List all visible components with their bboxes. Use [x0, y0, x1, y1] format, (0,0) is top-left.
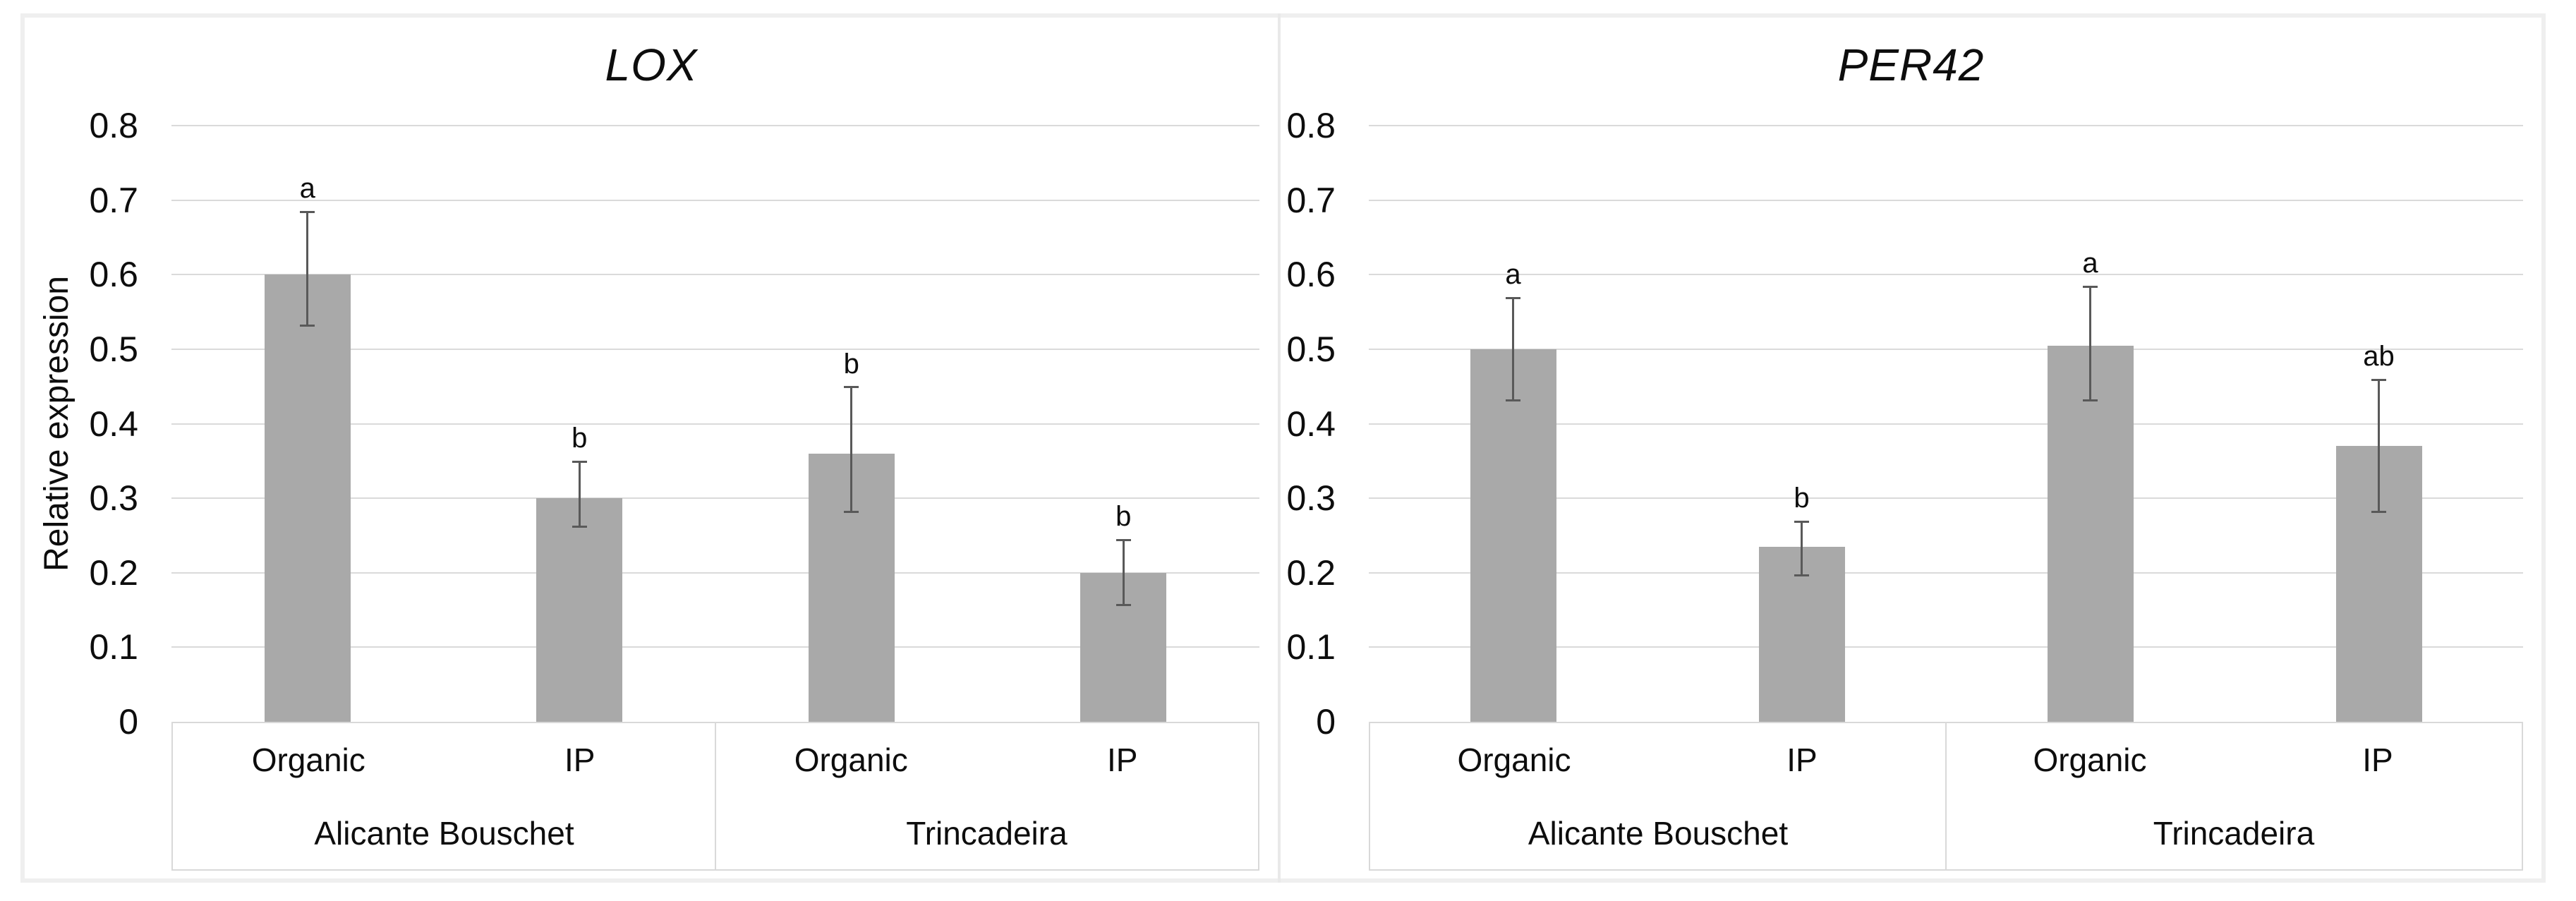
y-axis-title-column: Relative expression: [25, 126, 88, 871]
category-label: IP: [1786, 742, 1818, 778]
chart-title: LOX: [605, 40, 698, 90]
y-tick-label: 0.6: [89, 255, 138, 295]
y-tick-label: 0.8: [1286, 106, 1336, 145]
significance-letter: b: [572, 423, 588, 454]
gridline: [1369, 646, 2523, 648]
error-bar: [2371, 379, 2386, 513]
category-label: IP: [564, 742, 595, 778]
gridline: [1369, 497, 2523, 500]
y-tick-label: 0: [119, 702, 138, 742]
group-divider: [715, 723, 716, 869]
gridline: [171, 646, 1259, 648]
category-label: Organic: [794, 742, 908, 778]
plot-row: 0.8 0.7 0.6 0.5 0.4 0.3 0.2 0.1 0 a b a ab Organic IP O…: [1281, 106, 2541, 871]
significance-letter: ab: [2363, 341, 2395, 372]
y-axis-title-wrap: Relative expression: [25, 126, 88, 722]
chart-title: PER42: [1837, 40, 1985, 90]
significance-letter: b: [1794, 483, 1810, 514]
gridline: [171, 423, 1259, 425]
y-axis-tick-column: 0.8 0.7 0.6 0.5 0.4 0.3 0.2 0.1 0: [1281, 106, 1369, 871]
y-tick-label: 0.5: [89, 329, 138, 369]
gridline: [1369, 274, 2523, 276]
group-label: Alicante Bouschet: [314, 814, 574, 852]
gridline: [1369, 572, 2523, 574]
y-tick-label: 0.2: [89, 552, 138, 593]
group-label: Trincadeira: [2153, 814, 2315, 852]
y-tick-label: 0.4: [89, 404, 138, 444]
category-row: Organic IP Organic IP: [1370, 723, 2522, 797]
y-tick-label: 0.3: [89, 478, 138, 519]
error-bar: [300, 211, 315, 327]
bar: [264, 274, 351, 722]
group-row: Alicante Bouschet Trincadeira: [1370, 797, 2522, 869]
significance-letter: b: [843, 349, 859, 380]
bar: [536, 498, 623, 722]
category-label: Organic: [2033, 742, 2147, 778]
category-row: Organic IP Organic IP: [173, 723, 1258, 797]
y-tick-label: 0.2: [1286, 552, 1336, 593]
bar: [1470, 349, 1556, 722]
y-tick-label: 0.5: [1286, 329, 1336, 369]
error-bar: [572, 461, 587, 528]
y-axis-title: Relative expression: [37, 276, 75, 572]
gridline: [1369, 199, 2523, 201]
category-label: Organic: [251, 742, 365, 778]
category-axis: Organic IP Organic IP Alicante Bouschet Trinc…: [171, 722, 1259, 871]
category-label: Organic: [1457, 742, 1571, 778]
gridline: [171, 199, 1259, 201]
significance-letter: a: [299, 173, 315, 204]
chart-panel-per42: PER42 0.8 0.7 0.6 0.5 0.4 0.3 0.2 0.1 0 a b a ab Organ…: [1281, 18, 2541, 878]
significance-letter: a: [1505, 259, 1521, 290]
gridline: [171, 497, 1259, 500]
y-tick-label: 0.8: [89, 106, 138, 145]
panel-divider: [1278, 13, 1281, 883]
gridline: [171, 274, 1259, 276]
plot-column: a b b b Organic IP Organic IP Alicante Bouschet T…: [171, 125, 1259, 871]
y-tick-label: 0.3: [1286, 478, 1336, 519]
significance-letter: a: [2082, 248, 2098, 279]
error-bar: [1115, 539, 1131, 606]
group-label: Trincadeira: [906, 814, 1068, 852]
error-bar: [844, 386, 859, 513]
gridline: [1369, 125, 2523, 126]
y-tick-label: 0.7: [1286, 180, 1336, 220]
plot-area: a b b b: [171, 125, 1259, 722]
category-label: IP: [1107, 742, 1138, 778]
chart-panel-lox: LOX Relative expression 0.8 0.7 0.6 0.5 0.4 0.3…: [25, 18, 1278, 878]
y-axis-tick-column: 0.8 0.7 0.6 0.5 0.4 0.3 0.2 0.1 0: [88, 106, 171, 871]
category-label: IP: [2362, 742, 2393, 778]
significance-letter: b: [1115, 501, 1132, 532]
plot-column: a b a ab Organic IP Organic IP Alicante Bouschet…: [1369, 125, 2523, 871]
group-divider: [1945, 723, 1947, 869]
gridline: [171, 348, 1259, 350]
gridline: [171, 125, 1259, 126]
y-tick-label: 0: [1316, 702, 1336, 742]
y-tick-label: 0.1: [89, 627, 138, 667]
error-bar: [2083, 286, 2098, 401]
y-tick-label: 0.6: [1286, 255, 1336, 295]
gridline: [1369, 423, 2523, 425]
plot-area: a b a ab: [1369, 125, 2523, 722]
gridline: [1369, 348, 2523, 350]
group-label: Alicante Bouschet: [1528, 814, 1789, 852]
y-tick-label: 0.4: [1286, 404, 1336, 444]
error-bar: [1506, 297, 1520, 401]
plot-row: Relative expression 0.8 0.7 0.6 0.5 0.4 0.3 0.2…: [25, 106, 1278, 871]
y-tick-label: 0.7: [89, 180, 138, 220]
bar: [2047, 346, 2134, 722]
y-tick-label: 0.1: [1286, 627, 1336, 667]
category-axis: Organic IP Organic IP Alicante Bouschet Trinc…: [1369, 722, 2523, 871]
group-row: Alicante Bouschet Trincadeira: [173, 797, 1258, 869]
error-bar: [1794, 521, 1809, 576]
gridline: [171, 572, 1259, 574]
